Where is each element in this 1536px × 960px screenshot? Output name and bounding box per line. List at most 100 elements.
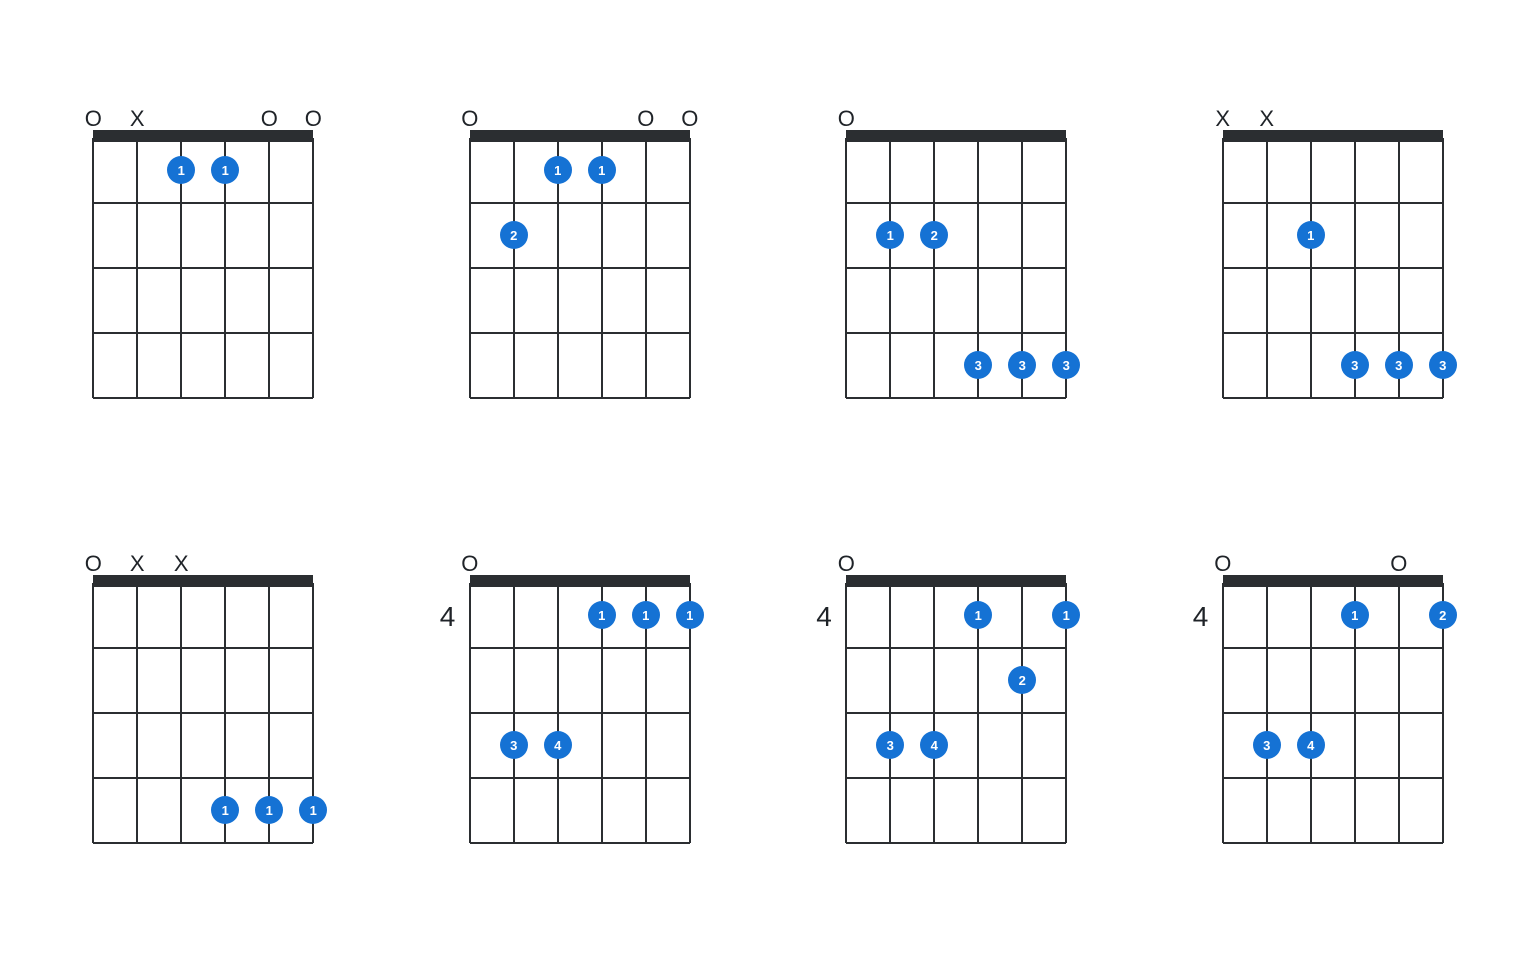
fret-line xyxy=(846,267,1066,269)
fret-line xyxy=(846,842,1066,844)
finger-dot: 2 xyxy=(1429,601,1457,629)
finger-dot: 2 xyxy=(1008,666,1036,694)
fret-line xyxy=(93,137,313,139)
finger-dot: 2 xyxy=(920,221,948,249)
chord-diagram: 4OO1234 xyxy=(1223,583,1443,843)
string-open-mark: O xyxy=(637,108,654,130)
string-line xyxy=(1222,583,1224,843)
finger-dot: 4 xyxy=(544,731,572,759)
fret-line xyxy=(470,842,690,844)
fret-line xyxy=(1223,332,1443,334)
string-open-mark: O xyxy=(838,553,855,575)
string-open-mark: O xyxy=(1214,553,1231,575)
fret-line xyxy=(470,202,690,204)
chord-diagram: 4O11234 xyxy=(846,583,1066,843)
fretboard: 1234 xyxy=(1223,583,1443,843)
string-line xyxy=(1310,138,1312,398)
fret-line xyxy=(846,712,1066,714)
finger-dot: 4 xyxy=(1297,731,1325,759)
string-line xyxy=(1266,583,1268,843)
string-line xyxy=(513,583,515,843)
fret-line xyxy=(1223,137,1443,139)
string-line xyxy=(268,138,270,398)
finger-dot: 3 xyxy=(1008,351,1036,379)
chord-diagram: OXX111 xyxy=(93,583,313,843)
fret-line xyxy=(93,582,313,584)
finger-dot: 4 xyxy=(920,731,948,759)
string-open-mark: O xyxy=(461,108,478,130)
fret-line xyxy=(1223,647,1443,649)
string-line xyxy=(136,583,138,843)
finger-dot: 3 xyxy=(1052,351,1080,379)
string-line xyxy=(933,583,935,843)
fret-line xyxy=(470,397,690,399)
chord-cell: XX1333 xyxy=(1190,80,1477,455)
string-line xyxy=(1310,583,1312,843)
string-line xyxy=(136,138,138,398)
chord-cell: OXX111 xyxy=(60,525,347,900)
fret-line xyxy=(93,777,313,779)
fret-line xyxy=(470,777,690,779)
fretboard: 111 xyxy=(93,583,313,843)
string-line xyxy=(180,583,182,843)
finger-dot: 1 xyxy=(1341,601,1369,629)
fret-line xyxy=(1223,842,1443,844)
string-line xyxy=(1021,583,1023,843)
nut xyxy=(846,575,1066,587)
finger-dot: 1 xyxy=(255,796,283,824)
string-line xyxy=(513,138,515,398)
chord-cell: OOO112 xyxy=(437,80,724,455)
finger-dot: 3 xyxy=(1253,731,1281,759)
nut xyxy=(1223,575,1443,587)
finger-dot: 3 xyxy=(500,731,528,759)
fret-line xyxy=(1223,202,1443,204)
string-open-mark: O xyxy=(1390,553,1407,575)
string-line xyxy=(469,583,471,843)
fret-line xyxy=(93,202,313,204)
fret-line xyxy=(470,712,690,714)
chord-diagram: O12333 xyxy=(846,138,1066,398)
fret-line xyxy=(93,332,313,334)
fret-line xyxy=(846,647,1066,649)
string-line xyxy=(92,138,94,398)
fret-line xyxy=(846,777,1066,779)
string-line xyxy=(92,583,94,843)
finger-dot: 1 xyxy=(588,601,616,629)
fret-line xyxy=(470,647,690,649)
finger-dot: 1 xyxy=(211,156,239,184)
fret-line xyxy=(93,712,313,714)
string-open-mark: O xyxy=(838,108,855,130)
start-fret-label: 4 xyxy=(816,601,832,633)
string-open-mark: O xyxy=(85,553,102,575)
fret-line xyxy=(1223,267,1443,269)
nut xyxy=(470,575,690,587)
chord-cell: 4O11134 xyxy=(437,525,724,900)
fret-line xyxy=(846,582,1066,584)
string-line xyxy=(1266,138,1268,398)
finger-dot: 1 xyxy=(167,156,195,184)
fret-line xyxy=(846,202,1066,204)
finger-dot: 3 xyxy=(876,731,904,759)
start-fret-label: 4 xyxy=(1193,601,1209,633)
fret-line xyxy=(846,137,1066,139)
finger-dot: 1 xyxy=(299,796,327,824)
finger-dot: 3 xyxy=(1429,351,1457,379)
finger-dot: 1 xyxy=(544,156,572,184)
string-mute-mark: X xyxy=(1259,108,1274,130)
string-open-mark: O xyxy=(681,108,698,130)
string-line xyxy=(933,138,935,398)
string-line xyxy=(1222,138,1224,398)
fretboard: 11134 xyxy=(470,583,690,843)
string-mute-mark: X xyxy=(130,553,145,575)
start-fret-label: 4 xyxy=(440,601,456,633)
chord-diagram: XX1333 xyxy=(1223,138,1443,398)
fret-line xyxy=(470,137,690,139)
fret-line xyxy=(1223,712,1443,714)
string-line xyxy=(645,138,647,398)
finger-dot: 1 xyxy=(676,601,704,629)
string-line xyxy=(1398,583,1400,843)
fret-line xyxy=(1223,582,1443,584)
string-mute-mark: X xyxy=(130,108,145,130)
fret-line xyxy=(93,842,313,844)
chord-diagram: OXOO11 xyxy=(93,138,313,398)
